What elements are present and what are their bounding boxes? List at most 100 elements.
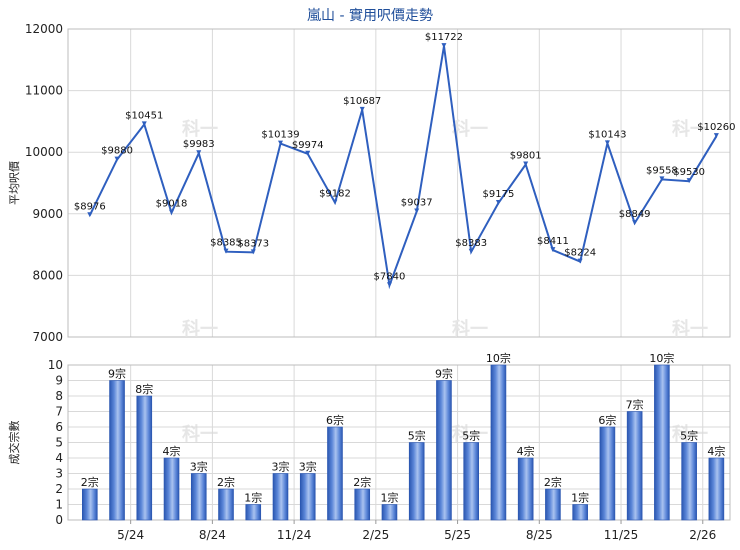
data-point <box>632 220 638 226</box>
data-point <box>468 248 474 254</box>
watermark: 科一 <box>182 318 218 340</box>
bar-label: 10宗 <box>649 351 674 365</box>
bar-label: 4宗 <box>517 444 535 458</box>
data-point <box>441 43 447 49</box>
y-tick-label: 9 <box>55 374 63 388</box>
data-label: $9182 <box>319 189 351 200</box>
bar-label: 6宗 <box>598 413 616 427</box>
watermark: 科一 <box>452 118 488 140</box>
bar-label: 8宗 <box>135 382 153 396</box>
plot-area <box>67 364 731 521</box>
bar-label: 3宗 <box>299 460 317 474</box>
data-point <box>305 150 311 156</box>
bar-label: 2宗 <box>217 475 235 489</box>
data-label: $10143 <box>588 129 626 140</box>
bar-label: 3宗 <box>271 460 289 474</box>
y-tick-label: 0 <box>55 513 63 527</box>
data-point <box>114 156 120 162</box>
watermark: 科一 <box>182 118 218 140</box>
data-label: $8385 <box>210 238 242 249</box>
y-tick-label: 6 <box>55 420 63 434</box>
watermark: 科一 <box>452 423 488 445</box>
data-label: $9801 <box>510 150 542 161</box>
data-label: $9530 <box>673 167 705 178</box>
bar-label: 9宗 <box>435 367 453 381</box>
plot-area <box>67 28 731 338</box>
bar <box>626 411 643 521</box>
bar-label: 7宗 <box>626 398 644 412</box>
bar <box>599 426 616 521</box>
y-tick-label: 4 <box>55 451 63 465</box>
watermark: 科一 <box>452 318 488 340</box>
y-tick-label: 5 <box>55 436 63 450</box>
y-tick-label: 1 <box>55 498 63 512</box>
bar-label: 3宗 <box>190 460 208 474</box>
data-point <box>277 140 283 146</box>
data-point <box>577 258 583 264</box>
bar <box>654 364 670 521</box>
data-label: $8383 <box>455 238 487 249</box>
bar <box>354 488 371 521</box>
bar <box>408 442 425 521</box>
y-tick-label: 2 <box>55 482 63 496</box>
x-tick-label: 2/25 <box>362 528 389 542</box>
bar-label: 6宗 <box>326 413 344 427</box>
data-point <box>550 247 556 253</box>
data-label: $8411 <box>537 236 569 247</box>
x-tick-label: 2/26 <box>689 528 716 542</box>
bar <box>218 488 234 521</box>
bar <box>463 442 479 521</box>
data-label: $8224 <box>564 248 596 259</box>
data-point <box>604 140 610 146</box>
y-tick-label: 12000 <box>25 22 63 36</box>
watermark: 科一 <box>672 318 708 340</box>
bar-label: 2宗 <box>353 475 371 489</box>
data-label: $9880 <box>101 146 133 157</box>
data-label: $10687 <box>343 96 381 107</box>
data-label: $10260 <box>697 122 735 133</box>
bar <box>109 380 125 521</box>
data-point <box>332 199 338 205</box>
data-point <box>495 200 501 206</box>
watermark: 科一 <box>182 423 218 445</box>
x-tick-label: 11/24 <box>277 528 312 542</box>
chart-title: 嵐山 - 實用呎價走勢 <box>307 7 433 24</box>
y-axis-label: 成交宗數 <box>7 421 21 465</box>
data-label: $9018 <box>156 199 188 210</box>
data-label: $10451 <box>125 110 163 121</box>
bar-chart: 01 23 45 67 89 10 成交宗數 2宗 9宗 8宗 4宗 3宗 2宗 1宗 3宗 3宗 6宗 2宗 1宗… <box>7 351 731 542</box>
bar-label: 4宗 <box>707 444 725 458</box>
y-tick-label: 10 <box>48 358 63 372</box>
y-tick-label: 9000 <box>32 207 63 221</box>
data-label: $7840 <box>374 271 406 282</box>
data-label: $9983 <box>183 139 215 150</box>
x-tick-label: 8/25 <box>526 528 553 542</box>
bar <box>681 442 697 521</box>
data-point <box>169 209 175 215</box>
data-label: $8849 <box>619 209 651 220</box>
bar-label: 5宗 <box>680 429 698 443</box>
data-point <box>359 106 365 112</box>
data-label: $8373 <box>237 238 269 249</box>
bar <box>136 395 153 521</box>
data-label: $9974 <box>292 140 324 151</box>
bar <box>708 457 725 521</box>
bar-label: 5宗 <box>462 429 480 443</box>
data-point <box>196 150 202 156</box>
x-tick-label: 8/24 <box>199 528 226 542</box>
bar <box>517 457 534 521</box>
data-label: $11722 <box>425 32 463 43</box>
bar-label: 1宗 <box>571 491 589 505</box>
data-label: $9175 <box>483 189 515 200</box>
data-label: $9037 <box>401 198 433 209</box>
bar-label: 9宗 <box>108 367 126 381</box>
data-point <box>141 121 147 127</box>
bar <box>490 364 507 521</box>
x-tick-label: 5/25 <box>444 528 471 542</box>
data-label: $10139 <box>261 130 299 141</box>
watermark: 科一 <box>672 118 708 140</box>
data-point <box>87 212 93 218</box>
data-point <box>250 249 256 255</box>
